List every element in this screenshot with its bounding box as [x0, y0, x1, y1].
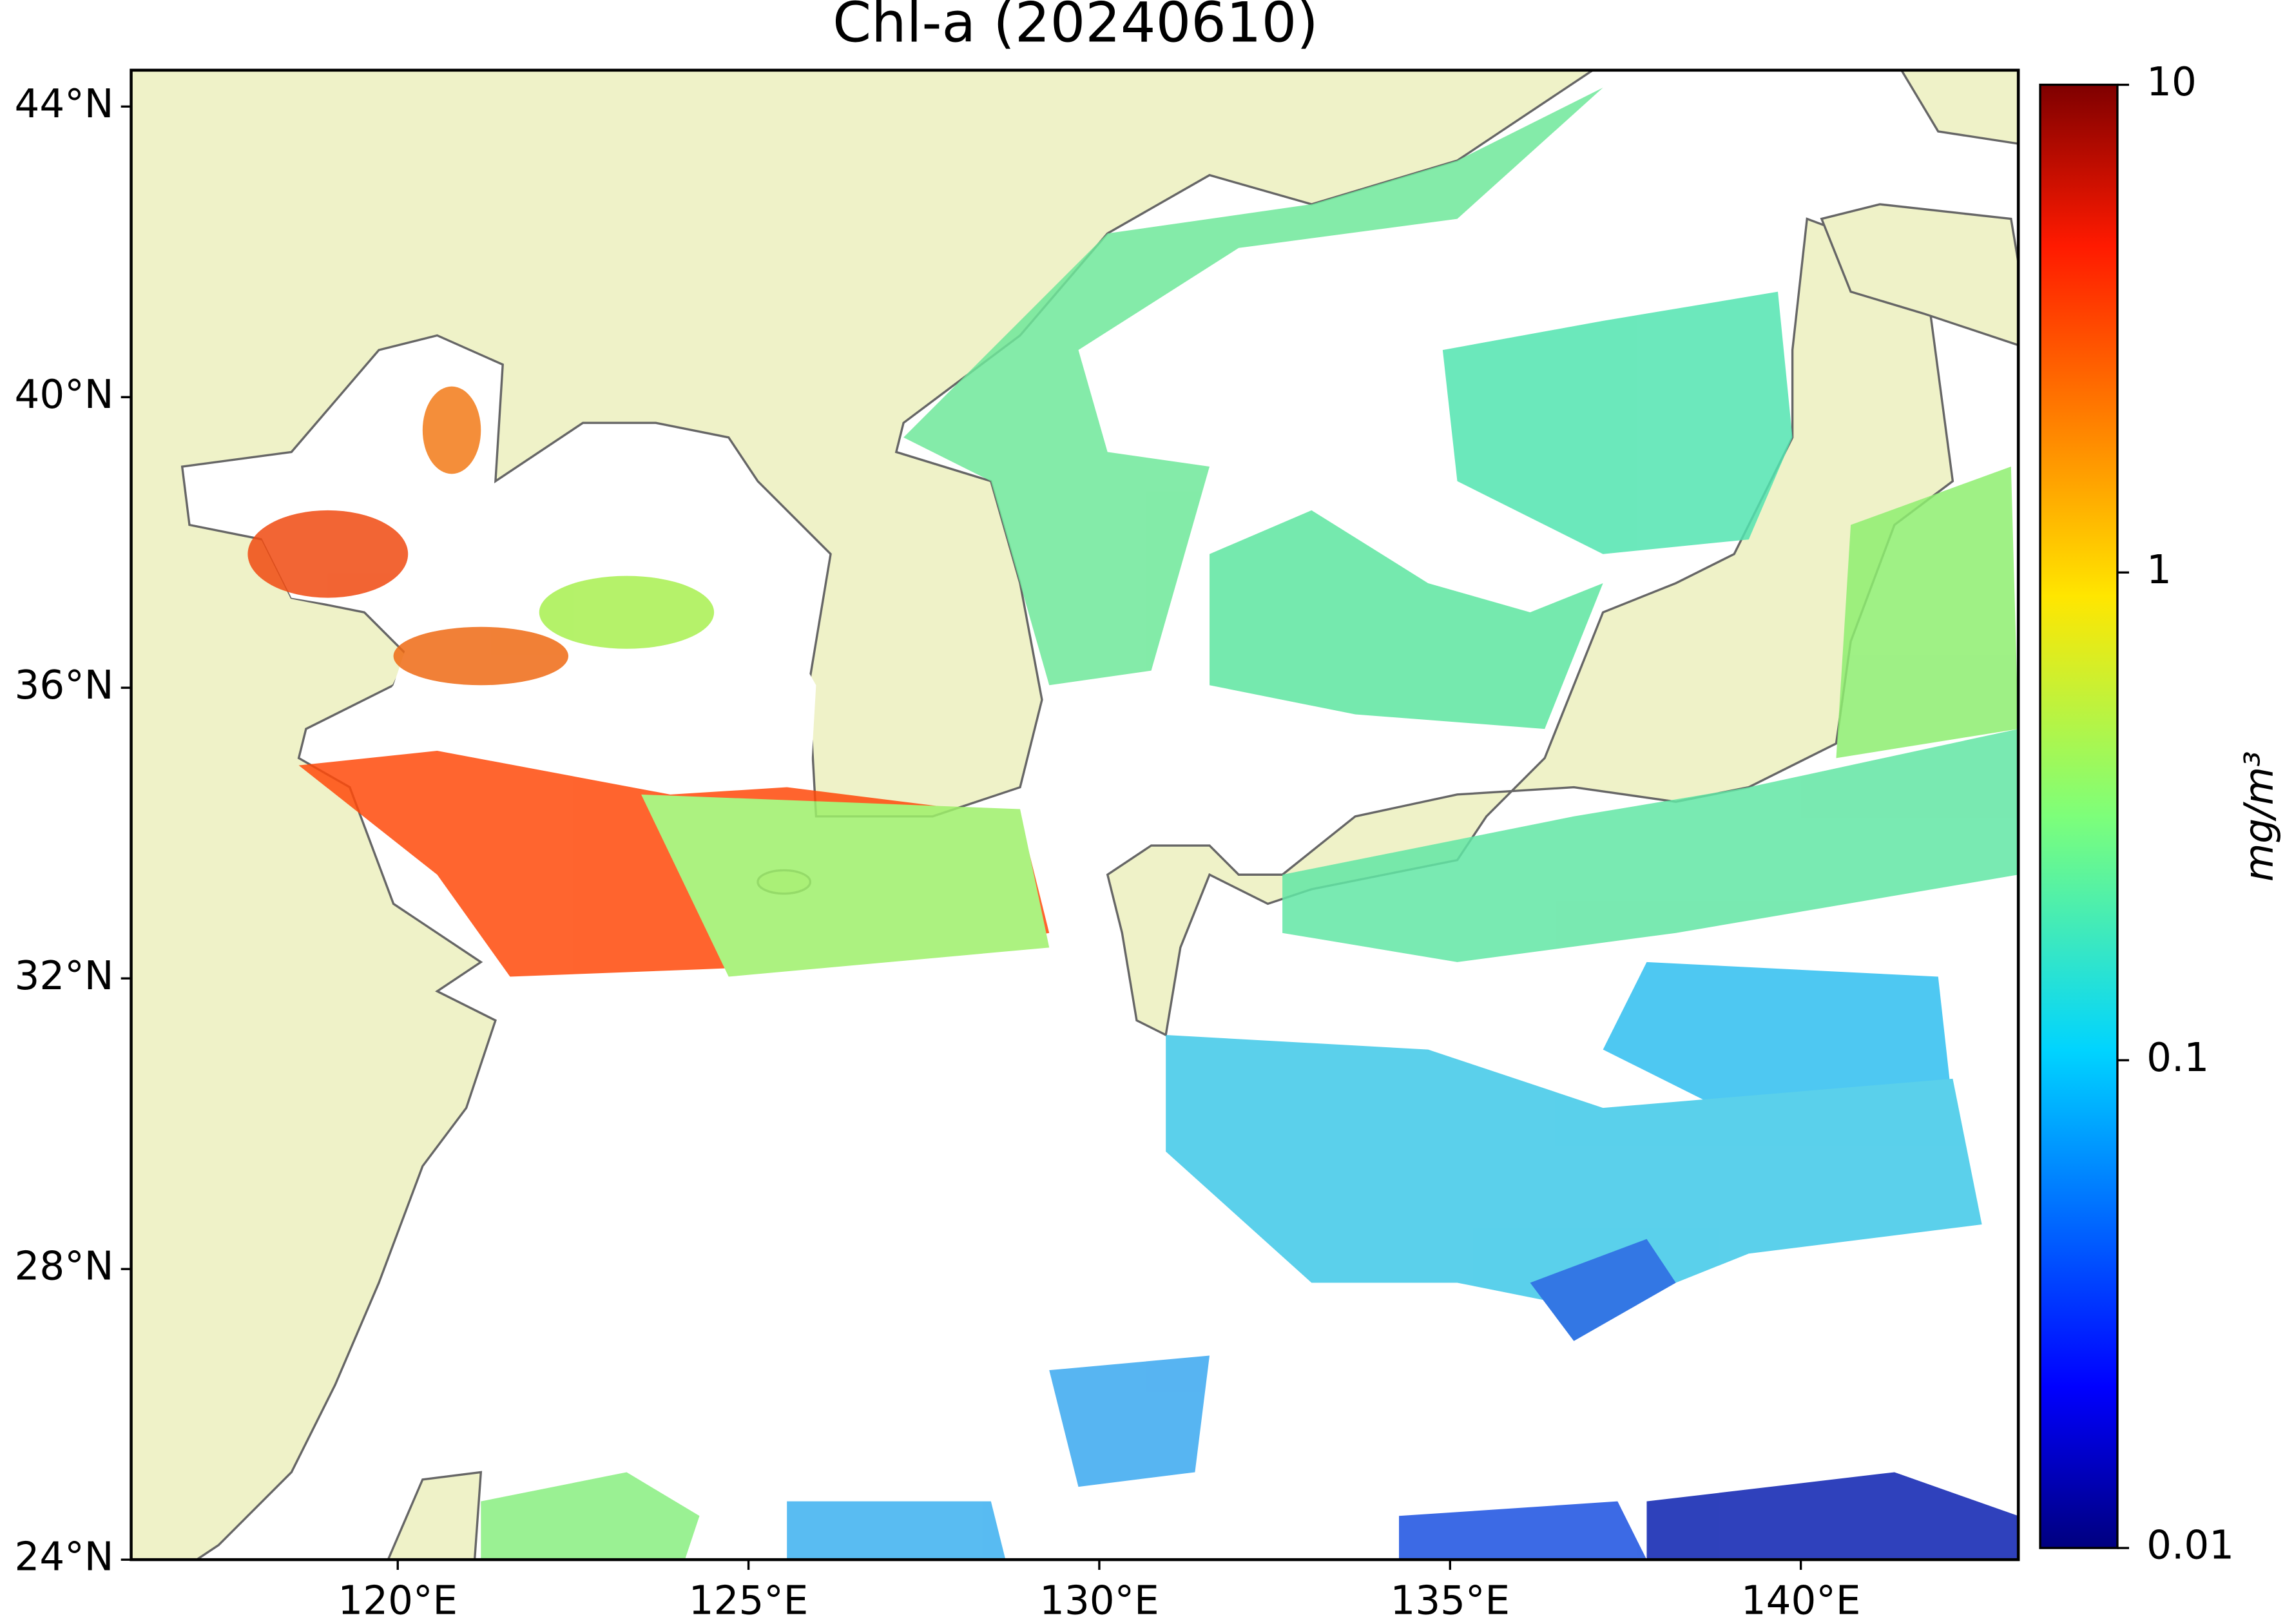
- y-tick-label: 32°N: [15, 953, 114, 999]
- chart-title: Chl-a (20240610): [833, 0, 1318, 55]
- hokkaido: [1820, 203, 2019, 347]
- colorbar-tick-label: 0.1: [2146, 1035, 2209, 1081]
- chl-patch: [1166, 1035, 1982, 1312]
- x-tick-label: 130°E: [1039, 1578, 1159, 1624]
- chl-patch: [1282, 729, 2019, 962]
- chl-patch: [1836, 467, 2019, 759]
- chl-patch: [1603, 962, 1953, 1123]
- y-tick-label: 28°N: [15, 1244, 114, 1290]
- x-tick-label: 135°E: [1390, 1578, 1510, 1624]
- y-tick-label: 24°N: [15, 1534, 114, 1580]
- chl-patch: [247, 510, 409, 598]
- chl-patch: [1442, 291, 1793, 554]
- chl-patch: [903, 88, 1603, 686]
- x-tick-label: 120°E: [338, 1578, 458, 1624]
- y-tick-label: 44°N: [15, 81, 114, 127]
- chl-patch: [787, 1501, 1006, 1560]
- chl-patch: [1049, 1355, 1210, 1487]
- chl-patch: [481, 1472, 700, 1560]
- chl-patch: [1210, 510, 1603, 730]
- colorbar-tick-label: 0.01: [2146, 1523, 2234, 1569]
- map-area: [131, 70, 2019, 1560]
- chl-patch: [1646, 1472, 2019, 1560]
- chl-patch: [1399, 1501, 1647, 1560]
- colorbar-tick-label: 1: [2146, 547, 2172, 593]
- sakhalin: [1900, 70, 2019, 145]
- colorbar-tick-label: 10: [2146, 59, 2197, 105]
- x-tick-label: 125°E: [689, 1578, 809, 1624]
- chl-patch: [1530, 1239, 1676, 1341]
- colorbar-label: mg/m³: [2236, 751, 2282, 882]
- chl-patch: [539, 575, 715, 649]
- taiwan: [387, 1471, 483, 1560]
- honshu: [1106, 217, 1954, 1037]
- y-tick-label: 36°N: [15, 662, 114, 708]
- x-tick-label: 140°E: [1741, 1578, 1861, 1624]
- chlorophyll-field: [247, 88, 2019, 1560]
- y-tick-label: 40°N: [15, 372, 114, 418]
- chl-patch: [393, 626, 568, 686]
- chl-patch: [641, 794, 1050, 977]
- map-frame: [130, 68, 2020, 1561]
- colorbar: [2039, 83, 2119, 1549]
- chl-patch: [422, 386, 481, 474]
